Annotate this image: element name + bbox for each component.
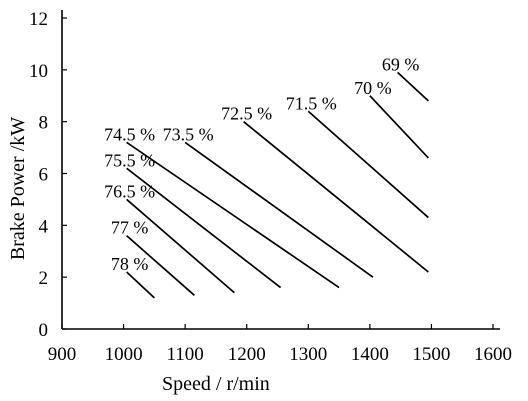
iso-efficiency-line: [126, 271, 155, 299]
iso-efficiency-line: [307, 110, 429, 219]
iso-efficiency-line: [396, 71, 429, 102]
series-label: 75.5 %: [104, 150, 155, 170]
iso-efficiency-line: [126, 167, 282, 289]
series-label: 72.5 %: [221, 104, 272, 124]
iso-efficiency-line: [126, 235, 195, 296]
series-label: 69 %: [382, 54, 420, 74]
iso-efficiency-line: [184, 141, 374, 278]
series-label: 71.5 %: [286, 93, 337, 113]
x-tick-label: 1300: [289, 344, 327, 365]
y-tick-label: 2: [39, 268, 49, 289]
y-tick-label: 6: [39, 165, 49, 186]
series-label: 73.5 %: [163, 124, 214, 144]
x-tick-label: 1000: [105, 344, 143, 365]
y-axis-label: Brake Power /kW: [7, 117, 29, 260]
y-tick-label: 10: [29, 61, 48, 82]
iso-efficiency-line: [126, 198, 235, 294]
series-label: 74.5 %: [104, 124, 155, 144]
x-tick-label: 900: [48, 344, 77, 365]
y-tick-label: 12: [29, 9, 48, 30]
x-tick-label: 1600: [474, 344, 512, 365]
series-group: 78 % 77 % 76.5 % 75.5 % 74.5 % 73.5 % 72.5 % 71…: [104, 54, 429, 299]
y-tick-label: 4: [39, 216, 49, 237]
iso-efficiency-line: [369, 95, 429, 159]
y-tick-label: 8: [39, 113, 49, 134]
x-tick-label: 1200: [228, 344, 266, 365]
series-label: 70 %: [354, 78, 392, 98]
series-label: 77 %: [111, 218, 149, 238]
x-axis-label: Speed / r/min: [162, 373, 270, 395]
x-tick-label: 1100: [166, 344, 203, 365]
iso-efficiency-line: [126, 141, 340, 289]
series-label: 78 %: [111, 254, 149, 274]
iso-efficiency-line: [243, 121, 429, 273]
x-tick-label: 1500: [412, 344, 450, 365]
y-tick-label: 0: [39, 320, 49, 341]
series-label: 76.5 %: [104, 181, 155, 201]
axes: 900 1000 1100 1200 1300 1400 1500 1600 0 2 4 6 8 10 12: [29, 9, 512, 365]
x-tick-label: 1400: [351, 344, 389, 365]
